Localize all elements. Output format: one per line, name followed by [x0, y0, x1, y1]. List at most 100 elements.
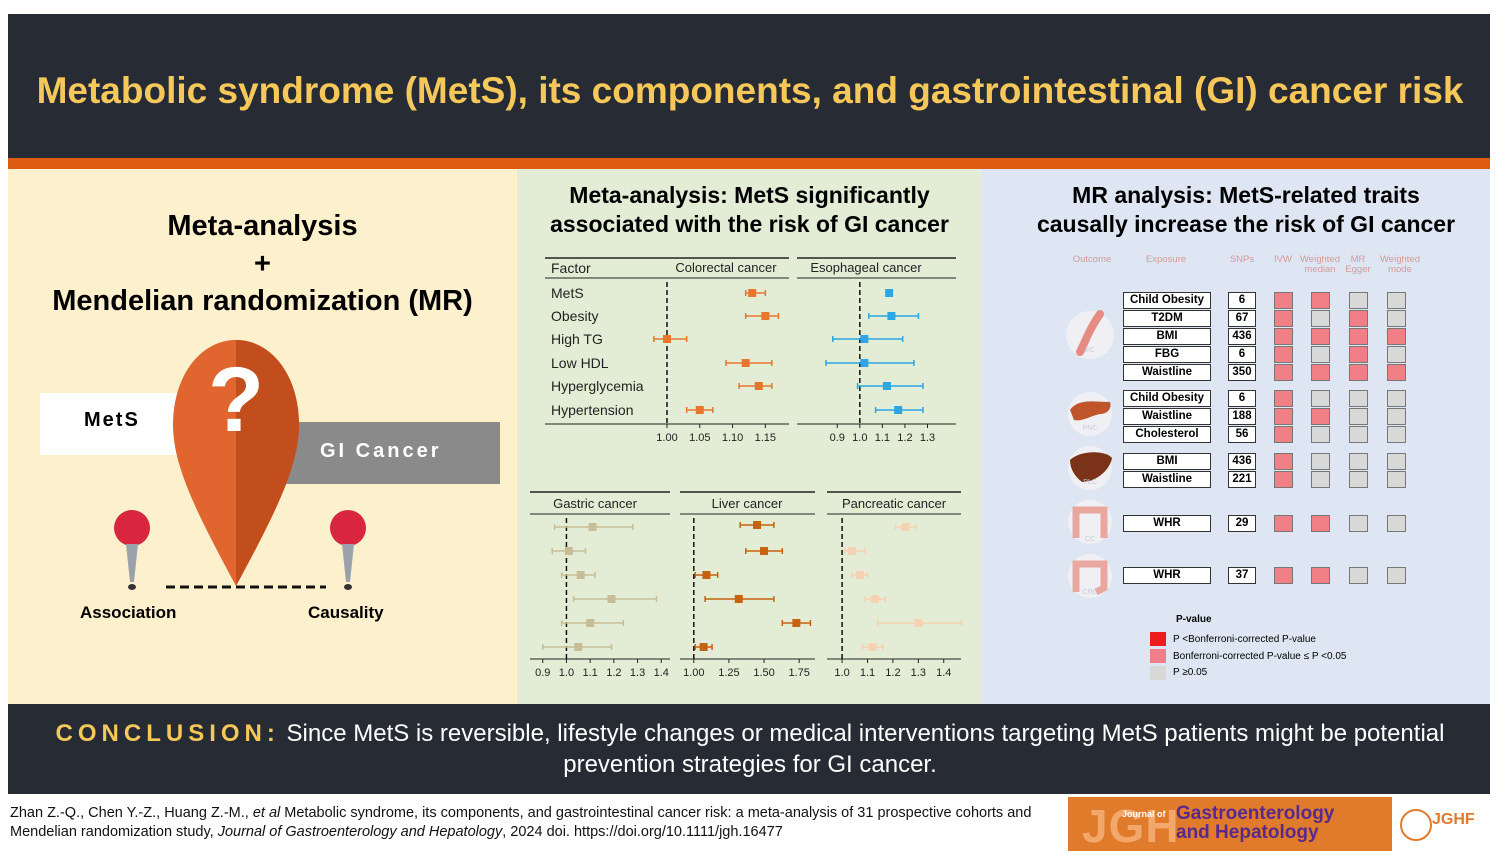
tick-label: 1.15	[755, 432, 776, 444]
p-value-cell	[1349, 328, 1368, 345]
p-value-cell	[1274, 515, 1293, 532]
conclusion-banner	[8, 704, 1490, 794]
factor-label: Hypertension	[551, 402, 634, 418]
colorectum-icon	[1068, 554, 1112, 598]
p-value-cell	[1387, 515, 1406, 532]
tick-label: 1.0	[834, 667, 849, 679]
tick-label: 1.4	[654, 667, 669, 679]
factor-label: Hyperglycemia	[551, 378, 644, 394]
p-value-cell	[1387, 328, 1406, 345]
p-value-cell	[1311, 310, 1330, 327]
meta-heading: Meta-analysis: MetS significantly associ…	[517, 181, 982, 239]
outcome-label: PNC	[1082, 425, 1098, 432]
effect-point	[663, 335, 671, 343]
outcome-label: PLC	[1083, 479, 1097, 486]
p-value-cell	[1387, 471, 1406, 488]
citation-authors: Zhan Z.-Q., Chen Y.-Z., Huang Z.-M.,	[10, 805, 253, 821]
forest-title: Liver cancer	[712, 496, 783, 511]
question-mark-icon: ?	[207, 349, 265, 451]
p-value-cell	[1311, 426, 1330, 443]
conclusion: CONCLUSION: Since MetS is reversible, li…	[40, 718, 1460, 780]
tick-label: 1.3	[911, 667, 926, 679]
p-value-cell	[1349, 453, 1368, 470]
snps-cell: 350	[1228, 364, 1256, 381]
outcome-label: EC	[1085, 347, 1095, 354]
p-value-cell	[1349, 390, 1368, 407]
effect-point	[855, 571, 864, 579]
effect-point	[748, 289, 757, 297]
page-title: Metabolic syndrome (MetS), its component…	[36, 70, 1464, 111]
tick-label: 1.00	[683, 667, 704, 679]
citation: Zhan Z.-Q., Chen Y.-Z., Huang Z.-M., et …	[10, 804, 1070, 842]
mets-label: MetS	[84, 409, 140, 431]
p-value-cell	[1349, 567, 1368, 584]
journal-logo: JGH Journal of Gastroenterology and Hepa…	[1068, 797, 1492, 852]
outcome-label: CRC	[1082, 589, 1098, 596]
journal-name-1: Gastroenterology	[1176, 803, 1335, 824]
p-value-cell	[1274, 346, 1293, 363]
meta-heading-line2: associated with the risk of GI cancer	[550, 211, 949, 237]
effect-point	[761, 312, 770, 320]
forest-title: Gastric cancer	[553, 496, 637, 511]
tick-label: 1.10	[722, 432, 743, 444]
p-value-cell	[1274, 408, 1293, 425]
p-value-cell	[1349, 471, 1368, 488]
snps-cell: 6	[1228, 390, 1256, 407]
divider-line	[8, 158, 1490, 169]
forest-plots: Colorectal cancer 1.00 1.05 1.10 1.15 Esophag…	[530, 257, 963, 679]
effect-point	[699, 643, 708, 651]
esophagus-icon	[1066, 310, 1114, 359]
tick-label: 1.75	[788, 667, 809, 679]
snps-cell: 37	[1228, 567, 1256, 584]
effect-point	[753, 521, 762, 529]
p-value-cell	[1349, 346, 1368, 363]
exposure-cell: Child Obesity	[1123, 390, 1211, 407]
p-value-cell	[1274, 471, 1293, 488]
p-value-cell	[1274, 292, 1293, 309]
col-weighted-median: Weighted median	[1300, 254, 1340, 275]
p-value-cell	[1274, 453, 1293, 470]
legend-label: P ≥0.05	[1173, 667, 1208, 678]
effect-point	[887, 312, 896, 320]
exposure-cell: Cholesterol	[1123, 426, 1211, 443]
legend-swatch-none	[1150, 666, 1166, 680]
association-pin-icon	[114, 510, 150, 546]
tick-label: 1.4	[936, 667, 951, 679]
factor-label: Low HDL	[551, 355, 609, 371]
snps-cell: 436	[1228, 453, 1256, 470]
citation-etal: et al	[252, 805, 281, 821]
p-value-cell	[1349, 408, 1368, 425]
exposure-cell: FBG	[1123, 346, 1211, 363]
mr-heading-line2: causally increase the risk of GI cancer	[1036, 211, 1456, 237]
pancreas-icon	[1068, 392, 1112, 436]
mr-heading: MR analysis: MetS-related traits causall…	[982, 181, 1500, 239]
tick-label: 1.05	[689, 432, 710, 444]
col-outcome: Outcome	[1072, 254, 1112, 265]
p-value-cell	[1311, 328, 1330, 345]
effect-point	[702, 571, 711, 579]
snps-cell: 221	[1228, 471, 1256, 488]
p-value-cell	[1274, 390, 1293, 407]
p-value-cell	[1311, 390, 1330, 407]
effect-point	[885, 289, 894, 297]
snps-cell: 56	[1228, 426, 1256, 443]
tick-label: 1.1	[875, 432, 890, 444]
effect-point	[871, 595, 880, 603]
legend-title: P-value	[1176, 614, 1212, 625]
p-value-cell	[1349, 515, 1368, 532]
factor-header: Factor	[551, 260, 591, 276]
effect-point	[588, 523, 597, 531]
conclusion-text: Since MetS is reversible, lifestyle chan…	[286, 720, 1445, 778]
p-value-cell	[1387, 567, 1406, 584]
p-value-cell	[1274, 364, 1293, 381]
p-value-cell	[1311, 292, 1330, 309]
snps-cell: 29	[1228, 515, 1256, 532]
effect-point	[868, 643, 877, 651]
p-value-cell	[1387, 364, 1406, 381]
tick-label: 1.25	[718, 667, 739, 679]
tick-label: 1.1	[582, 667, 597, 679]
tick-label: 0.9	[535, 667, 550, 679]
p-value-cell	[1311, 515, 1330, 532]
forest-title: Pancreatic cancer	[842, 496, 947, 511]
p-value-cell	[1349, 310, 1368, 327]
